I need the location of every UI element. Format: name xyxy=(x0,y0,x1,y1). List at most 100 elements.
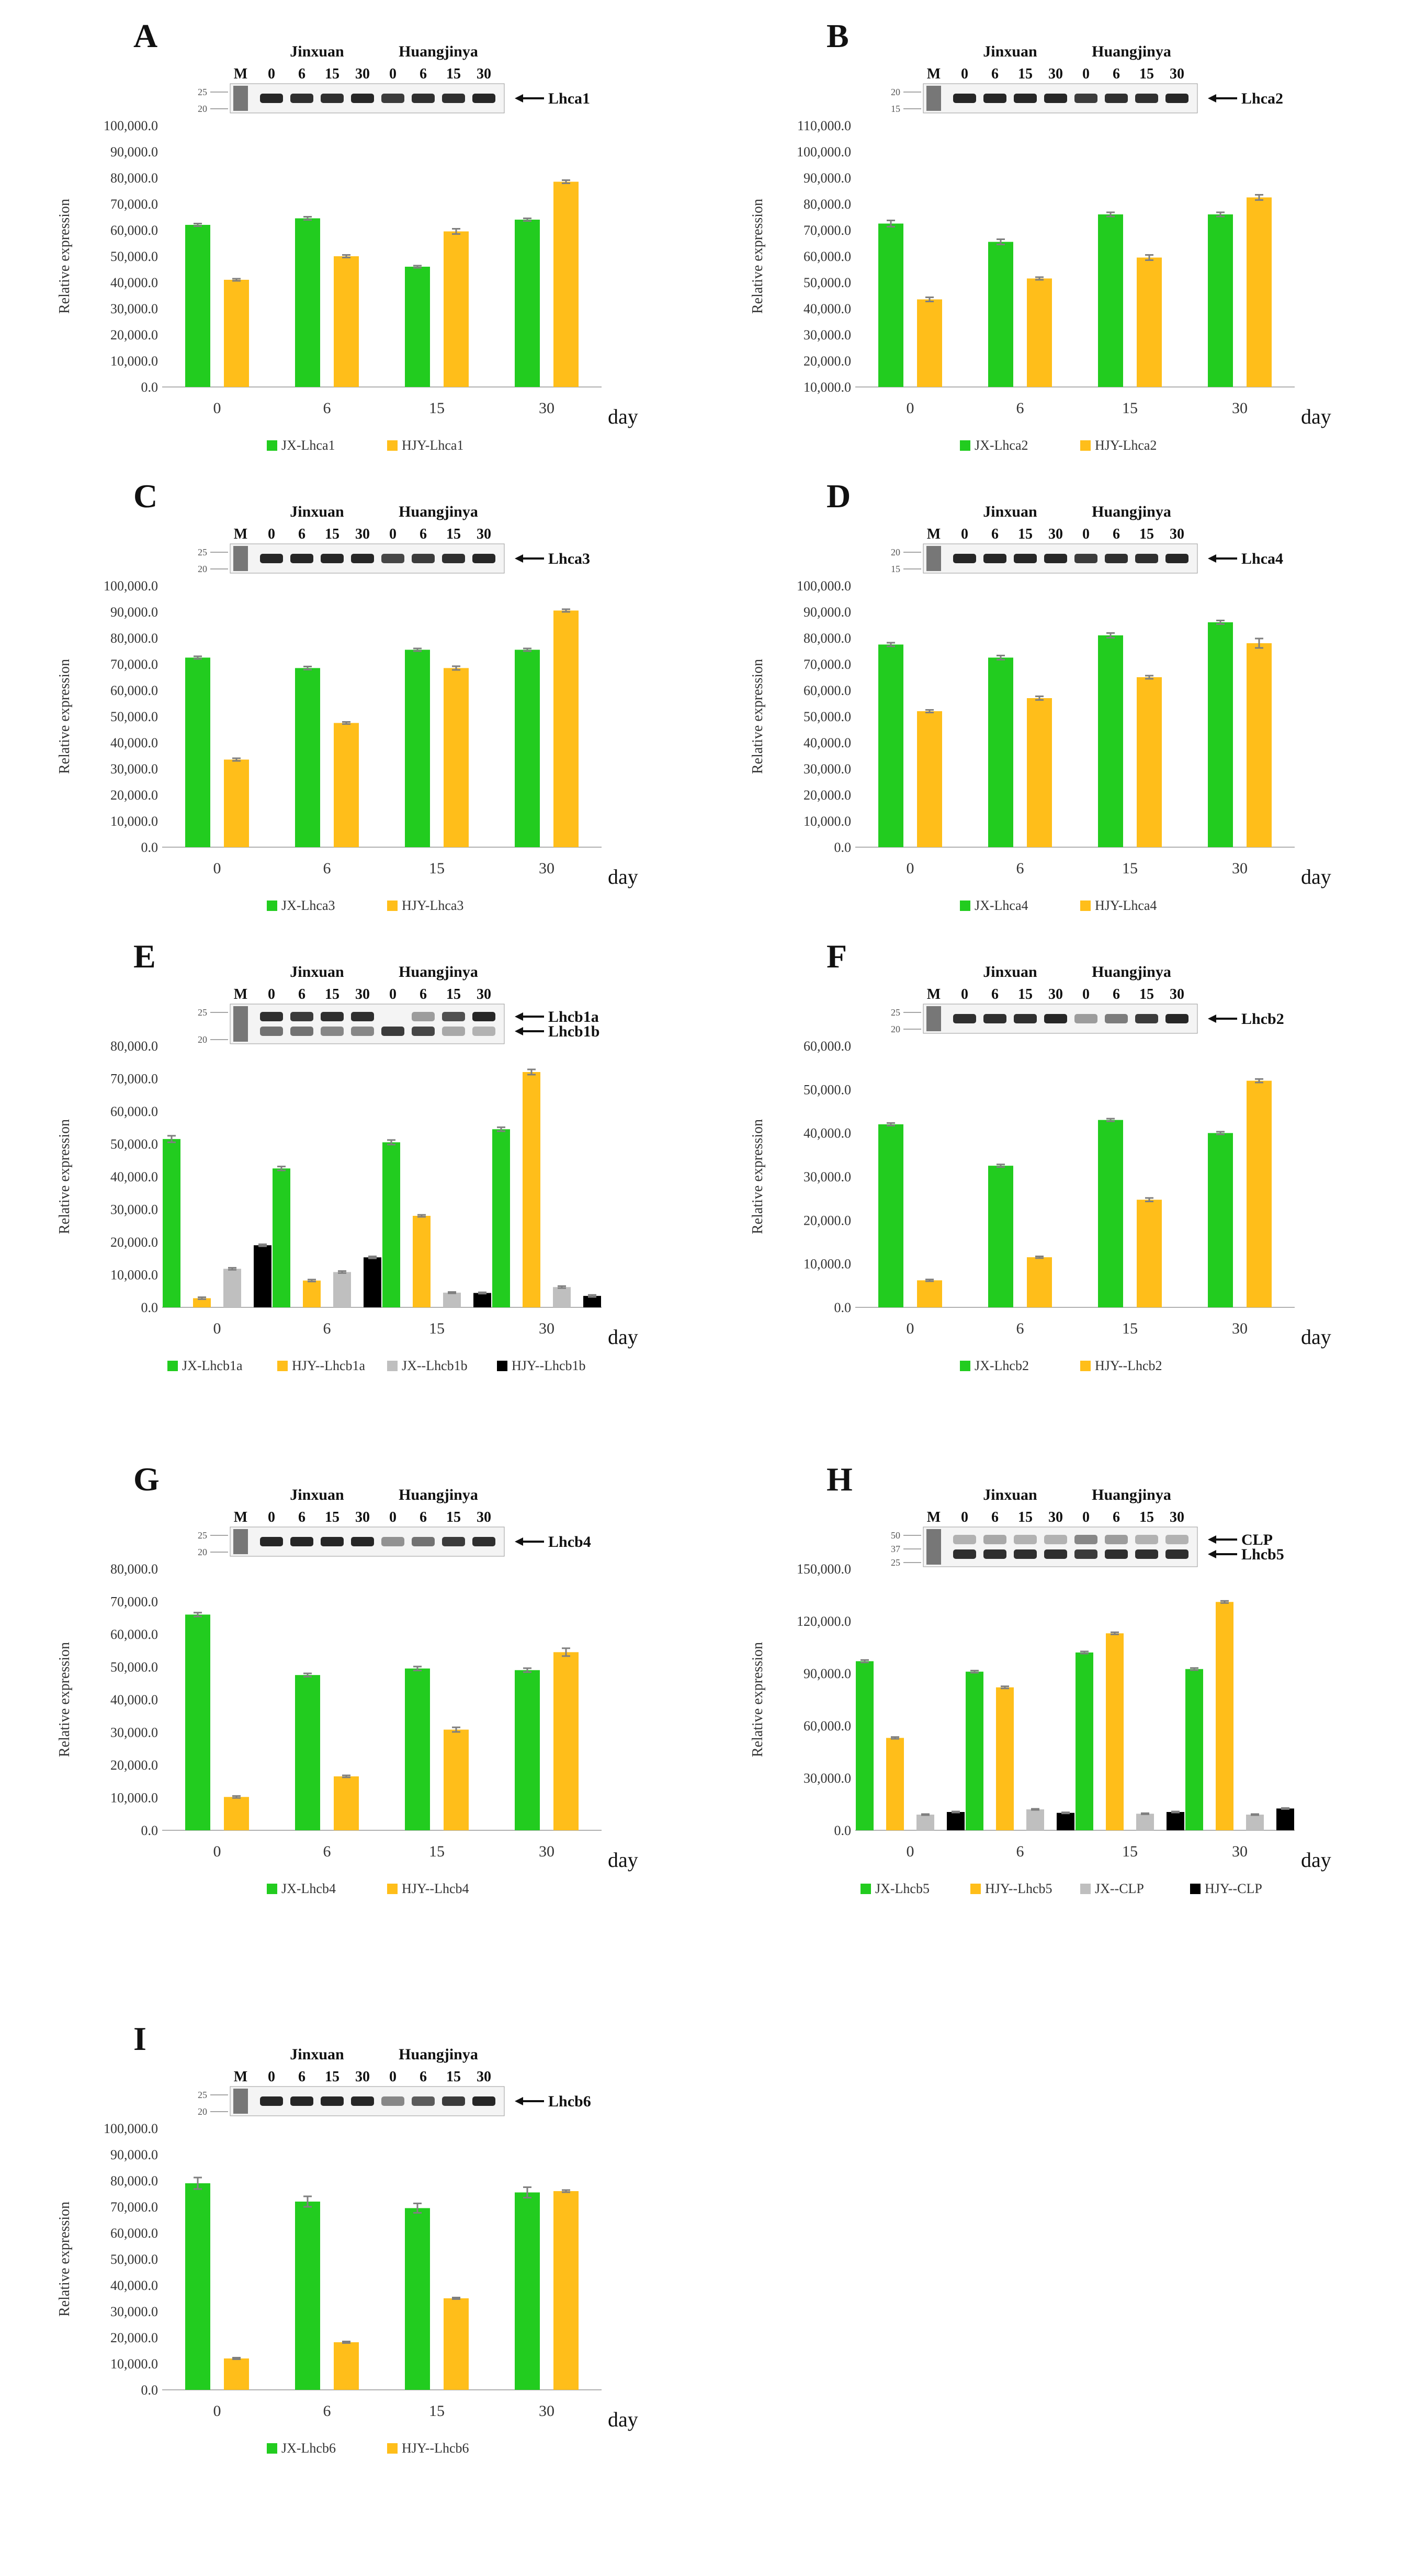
x-tick-label: 15 xyxy=(429,400,445,417)
gel-lane-label: 30 xyxy=(1170,1509,1184,1525)
gel-lane-label: 15 xyxy=(1018,1509,1033,1525)
gel-lane-label: 0 xyxy=(268,66,275,82)
x-tick-label: 0 xyxy=(213,2402,221,2420)
gel-band xyxy=(983,94,1006,103)
bar xyxy=(917,299,942,387)
gel-band xyxy=(1105,554,1128,563)
bar xyxy=(295,2202,320,2390)
bar xyxy=(1098,1120,1123,1307)
y-tick-label: 0.0 xyxy=(834,1823,852,1838)
bar xyxy=(185,2183,210,2390)
bar xyxy=(185,225,210,387)
gel-band xyxy=(260,1012,283,1021)
x-tick-label: 6 xyxy=(1016,860,1024,877)
gel-lane-label: 6 xyxy=(420,526,427,542)
gel-cultivar-huangjinya: Huangjinya xyxy=(1092,503,1171,520)
y-tick-label: 80,000.0 xyxy=(110,170,158,186)
bar xyxy=(1098,214,1123,387)
gel-lane-label: 30 xyxy=(355,66,370,82)
y-tick-label: 80,000.0 xyxy=(110,631,158,646)
bar xyxy=(878,1124,903,1307)
bar xyxy=(303,1280,321,1307)
gel-marker-size: 20 xyxy=(891,1024,900,1034)
bar xyxy=(1247,197,1272,387)
gel-band xyxy=(1165,554,1188,563)
gel-band xyxy=(1074,1535,1097,1544)
gel-marker-lane xyxy=(233,2089,248,2114)
y-tick-label: 40,000.0 xyxy=(110,1169,158,1184)
bar xyxy=(334,256,359,387)
gel-band xyxy=(442,1012,465,1021)
bar xyxy=(917,711,942,847)
gel-lane-label: 6 xyxy=(298,2069,305,2085)
gel-marker-label: M xyxy=(927,526,941,542)
gel-lane-label: 6 xyxy=(420,1509,427,1525)
gel-lane-label: 30 xyxy=(477,526,491,542)
gel-lane-label: 6 xyxy=(1113,66,1120,82)
y-tick-label: 10,000.0 xyxy=(803,380,851,395)
panel-h: H Jinxuan Huangjinya M 0 6 15 30 0 6 15 30 50 37 25 CLP… xyxy=(750,1461,1331,1896)
x-tick-label: 30 xyxy=(1232,400,1248,417)
bar xyxy=(1027,1257,1052,1307)
gel-band xyxy=(1135,1014,1158,1023)
bar xyxy=(1136,1814,1154,1830)
gel-band xyxy=(260,1537,283,1546)
bar xyxy=(583,1296,601,1307)
gel-lane-label: 6 xyxy=(298,1509,305,1525)
bar xyxy=(966,1671,983,1830)
gel-lane-label: 30 xyxy=(477,1509,491,1525)
y-tick-label: 30,000.0 xyxy=(110,301,158,316)
bar xyxy=(988,657,1013,847)
gel-lane-label: 0 xyxy=(961,1509,968,1525)
gel-band xyxy=(381,1027,404,1036)
gel-lane-label: 15 xyxy=(1139,66,1154,82)
bar xyxy=(334,1776,359,1830)
gel-arrow-head xyxy=(515,94,523,102)
bar xyxy=(444,668,469,847)
bar xyxy=(1137,677,1162,847)
legend-label: JX-Lhca4 xyxy=(975,898,1028,913)
y-tick-label: 50,000.0 xyxy=(803,275,851,290)
legend-swatch xyxy=(267,901,277,911)
legend-label: JX-Lhca1 xyxy=(281,438,335,453)
gel-marker-size: 20 xyxy=(198,1034,207,1045)
legend-label: JX-Lhcb1a xyxy=(182,1358,243,1373)
gel-band xyxy=(472,1027,495,1036)
gel-band xyxy=(412,1537,435,1546)
gel-band xyxy=(1044,1014,1067,1023)
bar xyxy=(1057,1813,1074,1830)
gel-lane-label: 0 xyxy=(961,526,968,542)
gel-lane-label: 15 xyxy=(325,526,339,542)
legend-label: HJY-Lhca2 xyxy=(1095,438,1157,453)
bar xyxy=(224,1797,249,1830)
gel-lane-label: 15 xyxy=(325,1509,339,1525)
bar xyxy=(405,1668,430,1830)
legend-swatch xyxy=(970,1884,981,1894)
legend-swatch xyxy=(267,2443,277,2454)
gel-cultivar-jinxuan: Jinxuan xyxy=(983,43,1037,60)
bar xyxy=(878,644,903,847)
gel-band xyxy=(412,1027,435,1036)
gel-band xyxy=(321,554,344,563)
gel-marker-lane xyxy=(926,1529,941,1565)
gel-band xyxy=(351,94,374,103)
y-tick-label: 80,000.0 xyxy=(110,2173,158,2189)
gel-marker-size: 25 xyxy=(198,2090,207,2100)
gel-cultivar-huangjinya: Huangjinya xyxy=(1092,963,1171,981)
gel-band xyxy=(381,2096,404,2106)
bar xyxy=(1106,1633,1124,1830)
gel-lane-label: 15 xyxy=(1139,986,1154,1002)
gel-image xyxy=(923,1526,1198,1567)
gel-band xyxy=(351,1012,374,1021)
gel-lane-label: 15 xyxy=(325,66,339,82)
y-tick-label: 60,000.0 xyxy=(110,223,158,238)
gel-band xyxy=(260,94,283,103)
gel-arrow-head xyxy=(515,1537,523,1546)
bar xyxy=(1208,622,1233,847)
y-tick-label: 20,000.0 xyxy=(110,1758,158,1773)
gel-band xyxy=(1165,94,1188,103)
bar xyxy=(185,657,210,847)
legend-label: HJY--Lhcb5 xyxy=(985,1881,1052,1896)
bar xyxy=(295,218,320,387)
bar xyxy=(193,1298,211,1307)
